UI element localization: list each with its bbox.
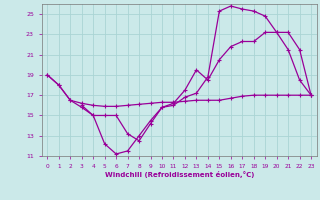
X-axis label: Windchill (Refroidissement éolien,°C): Windchill (Refroidissement éolien,°C): [105, 171, 254, 178]
